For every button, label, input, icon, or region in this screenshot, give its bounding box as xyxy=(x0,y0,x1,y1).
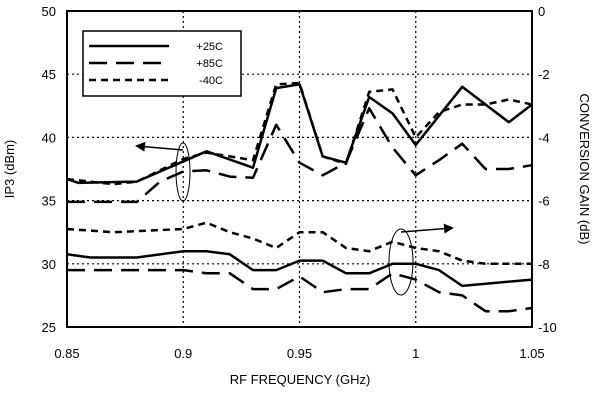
series-line-gain-m40c xyxy=(66,221,532,266)
series-line-ip3-m40c xyxy=(66,81,533,186)
y-left-axis-title: IP3 (dBm) xyxy=(2,140,17,199)
y-right-tick-label: -2 xyxy=(538,67,550,82)
series-layer xyxy=(66,81,533,313)
series-line-ip3-p25c xyxy=(66,83,533,185)
left-arrow-icon xyxy=(135,141,184,152)
y-right-axis-title: CONVERSION GAIN (dB) xyxy=(577,94,592,245)
series-line-gain-p85c xyxy=(67,268,533,313)
y-right-tick-labels: -10 -8 -6 -4 -2 0 xyxy=(538,4,557,335)
series-line-ip3-p85c xyxy=(67,107,533,204)
annotation-ip3-left-axis xyxy=(135,141,191,202)
y-right-tick-label: -10 xyxy=(538,320,557,335)
annotation-gain-right-axis xyxy=(388,223,454,296)
y-right-tick-label: -8 xyxy=(538,257,550,272)
x-tick-label: 1.05 xyxy=(519,346,544,361)
legend-label-85c: +85C xyxy=(196,58,223,70)
y-left-tick-label: 40 xyxy=(42,130,56,145)
legend-label-25c: +25C xyxy=(196,41,223,53)
y-left-tick-label: 35 xyxy=(42,194,56,209)
plot-frame xyxy=(66,10,533,328)
y-left-tick-label: 45 xyxy=(42,67,56,82)
y-left-tick-labels: 25 30 35 40 45 50 xyxy=(42,4,56,335)
y-right-tick-label: 0 xyxy=(538,4,545,19)
x-axis-title: RF FREQUENCY (GHz) xyxy=(230,372,371,387)
x-tick-label: 0.9 xyxy=(174,346,192,361)
annotation-ellipse-ip3 xyxy=(175,142,191,202)
annotation-ellipse-gain xyxy=(388,228,414,296)
x-tick-label: 0.95 xyxy=(287,346,312,361)
right-arrow-icon xyxy=(400,223,454,234)
legend-label-40c: -40C xyxy=(199,75,223,87)
legend-box xyxy=(82,30,242,97)
y-right-tick-label: -6 xyxy=(538,194,550,209)
legend: +25C +85C -40C xyxy=(82,30,242,97)
y-left-tick-label: 25 xyxy=(42,320,56,335)
x-tick-labels: 0.85 0.9 0.95 1 1.05 xyxy=(54,346,544,361)
x-tick-label: 1 xyxy=(412,346,419,361)
y-left-tick-label: 30 xyxy=(42,257,56,272)
x-tick-label: 0.85 xyxy=(54,346,79,361)
y-right-tick-label: -4 xyxy=(538,130,550,145)
y-left-tick-label: 50 xyxy=(42,4,56,19)
series-line-gain-p25c xyxy=(66,249,533,288)
